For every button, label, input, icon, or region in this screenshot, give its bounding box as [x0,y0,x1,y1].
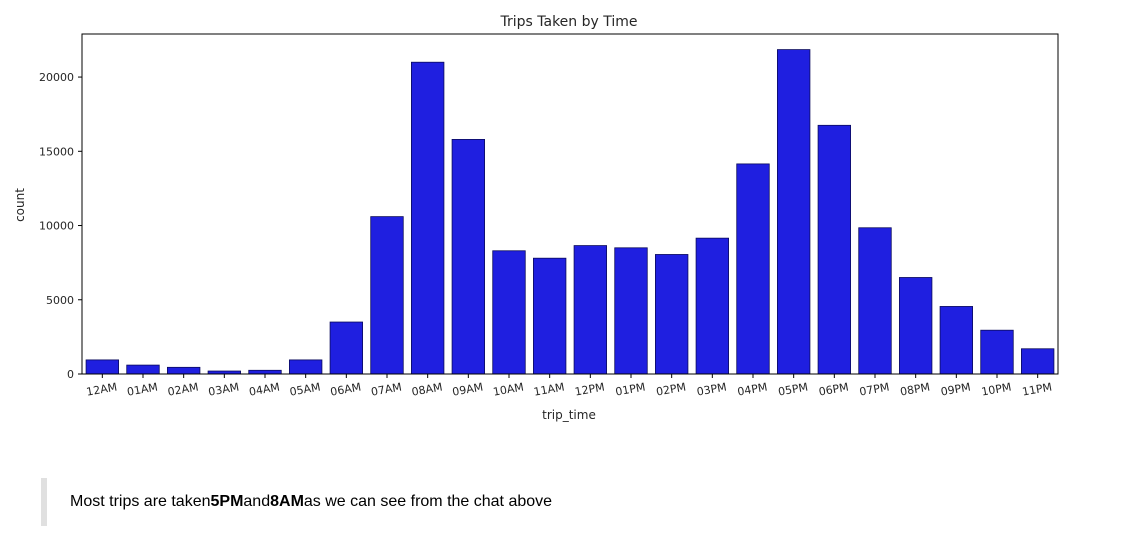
x-axis: 12AM 01AM 02AM 03AM 04AM 05AM 06AM 07AM 08AM 09AM… [85,374,1053,399]
bar-01am [126,364,160,375]
x-tick-label-07am: 07AM [370,380,403,398]
summary-note: Most trips are taken 5PM and 8AM as we c… [41,478,841,526]
bar-09am [451,139,486,375]
note-prefix: Most trips are taken [70,493,211,510]
x-tick-label-08am: 08AM [411,380,444,398]
bar-08am [410,61,445,375]
x-tick-label-11am: 11AM [533,380,566,398]
y-tick-label: 5000 [46,294,74,307]
x-tick-label-04pm: 04PM [736,381,768,399]
x-tick-label-10pm: 10PM [980,381,1012,399]
bar-12am [85,359,119,375]
x-tick-label-02am: 02AM [167,380,200,398]
bar-04pm [736,163,770,375]
bar-06am [329,321,364,375]
note-highlight-5pm: 5PM [210,493,244,510]
x-tick-label-04am: 04AM [248,380,281,398]
bar-08pm [899,277,933,375]
x-tick-label-01pm: 01PM [614,381,646,399]
x-tick-label-03am: 03AM [207,380,240,398]
y-tick-label: 15000 [39,145,74,158]
bar-11am [533,257,567,375]
y-tick-label: 0 [67,368,74,381]
bar-12pm [573,245,608,375]
bar-05pm [777,49,811,375]
bar-02pm [655,254,689,375]
note-suffix: as we can see from the chat above [303,493,553,510]
x-tick-label-09pm: 09PM [940,381,972,399]
x-tick-label-08pm: 08PM [899,381,931,399]
bar-09pm [939,306,974,375]
note-middle: and [243,493,271,510]
chart-svg: Trips Taken by Time 0 5000 10000 15000 20000… [13,14,1059,422]
y-tick-label: 10000 [39,220,74,233]
x-tick-label-03pm: 03PM [696,381,728,399]
x-tick-label-07pm: 07PM [858,381,890,399]
x-tick-label-12am: 12AM [85,380,118,398]
bars-layer [85,49,1055,375]
bar-01pm [614,247,648,375]
bar-04am [248,369,282,375]
x-tick-label-10am: 10AM [492,380,525,398]
x-tick-label-11pm: 11PM [1021,381,1053,399]
y-tick-label: 20000 [39,71,74,84]
x-tick-label-01am: 01AM [126,380,159,398]
bar-02am [166,366,201,375]
note-highlight-8am: 8AM [270,493,304,510]
x-tick-label-05am: 05AM [289,380,322,398]
bar-11pm [1021,348,1055,375]
bar-05am [288,359,323,375]
x-tick-label-06am: 06AM [329,380,362,398]
bar-07pm [858,227,892,375]
bar-06pm [817,124,852,375]
x-tick-label-09am: 09AM [451,380,484,398]
trips-by-time-chart: Trips Taken by Time 0 5000 10000 15000 20000… [13,14,1059,422]
x-tick-label-02pm: 02PM [655,381,687,399]
x-tick-label-05pm: 05PM [777,381,809,399]
bar-07am [370,216,404,375]
bar-10pm [980,329,1014,375]
y-axis-label: count [13,188,27,222]
chart-title: Trips Taken by Time [499,14,637,30]
plot-frame [81,33,1059,375]
x-tick-label-06pm: 06PM [818,381,850,399]
x-tick-label-12pm: 12PM [574,381,606,399]
x-axis-label: trip_time [542,408,596,422]
bar-10am [492,250,526,375]
y-axis: 0 5000 10000 15000 20000 [39,71,82,381]
bar-03pm [695,237,730,375]
